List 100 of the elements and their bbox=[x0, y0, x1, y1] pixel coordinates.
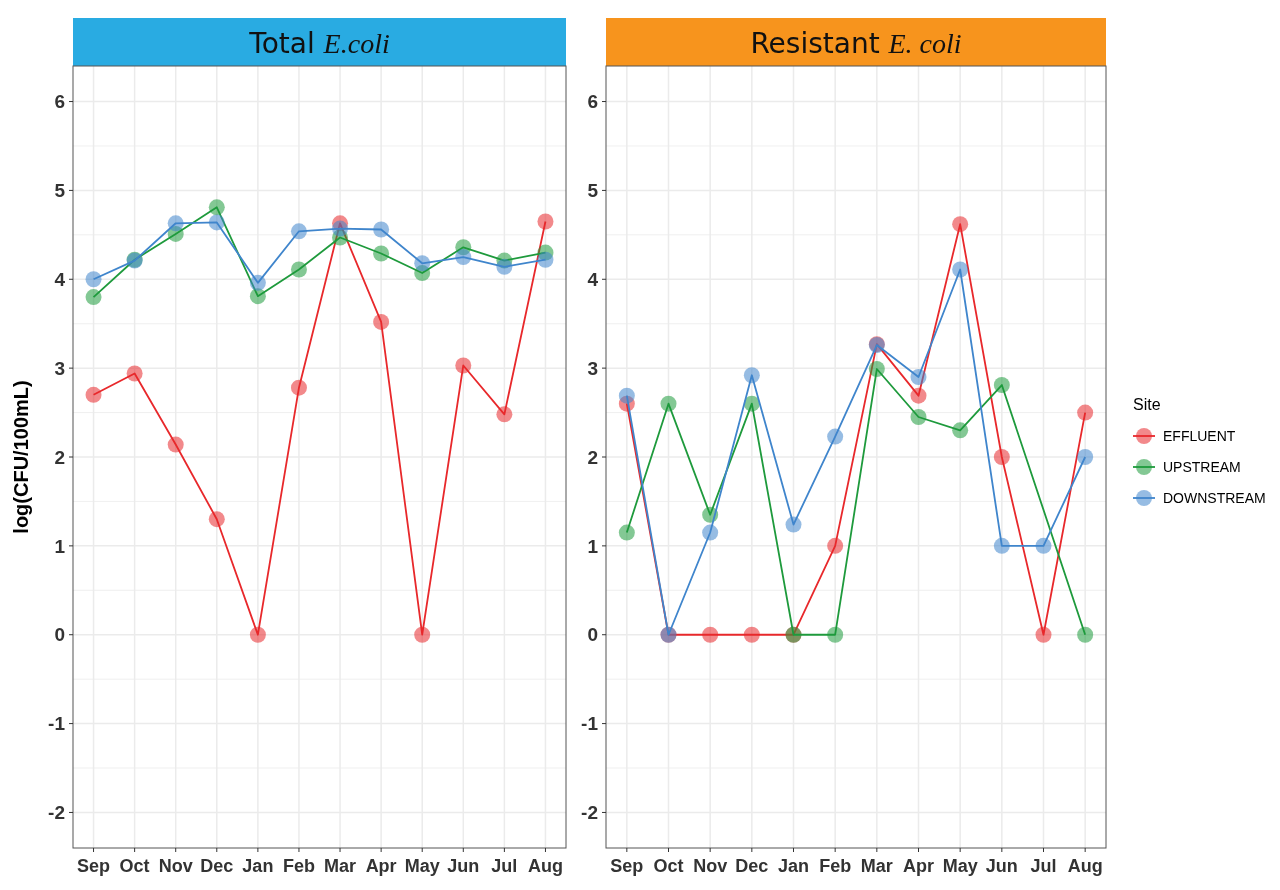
x-tick-label: Aug bbox=[527, 856, 563, 876]
point bbox=[249, 288, 266, 305]
y-tick-label: 5 bbox=[587, 180, 599, 202]
x-tick-label: Jan bbox=[777, 856, 810, 876]
point bbox=[414, 626, 431, 643]
point bbox=[702, 524, 719, 541]
x-tick-label: May bbox=[942, 856, 978, 876]
point bbox=[208, 511, 225, 528]
x-tick-label: May bbox=[404, 856, 440, 876]
point bbox=[167, 215, 184, 232]
y-tick-label: 0 bbox=[587, 624, 598, 646]
point bbox=[249, 274, 266, 291]
point bbox=[952, 261, 969, 278]
x-tick-label: Apr bbox=[903, 856, 934, 876]
x-tick-label: Nov bbox=[693, 856, 728, 876]
point bbox=[455, 357, 472, 374]
legend-label: DOWNSTREAM bbox=[1163, 489, 1266, 506]
y-tick-label: -1 bbox=[581, 713, 599, 735]
point bbox=[373, 245, 390, 262]
y-tick-label: 5 bbox=[54, 180, 66, 202]
x-tick-label: Oct bbox=[653, 856, 684, 876]
y-tick-label: 3 bbox=[54, 357, 65, 379]
y-tick-label: 6 bbox=[587, 91, 598, 113]
point bbox=[827, 626, 844, 643]
point bbox=[249, 626, 266, 643]
point bbox=[743, 626, 760, 643]
y-tick-label: 2 bbox=[54, 446, 65, 468]
point bbox=[993, 449, 1010, 465]
legend-label: UPSTREAM bbox=[1163, 458, 1241, 475]
point bbox=[373, 221, 390, 238]
x-tick-label: Oct bbox=[119, 856, 150, 876]
point bbox=[1077, 449, 1094, 465]
point bbox=[167, 436, 184, 453]
point bbox=[1035, 626, 1052, 643]
chart-title: Resistant E. coli bbox=[750, 27, 962, 60]
point bbox=[868, 361, 885, 378]
point bbox=[702, 626, 719, 643]
y-tick-label: 1 bbox=[54, 535, 66, 557]
y-tick-label: 1 bbox=[587, 535, 599, 557]
y-tick-label: -1 bbox=[48, 713, 66, 735]
point bbox=[85, 289, 102, 306]
x-tick-label: Feb bbox=[819, 856, 852, 876]
y-tick-label: 3 bbox=[587, 357, 598, 379]
point bbox=[952, 216, 969, 233]
point bbox=[993, 377, 1010, 394]
x-tick-label: Mar bbox=[860, 856, 893, 876]
x-tick-label: Mar bbox=[324, 856, 357, 876]
point bbox=[290, 261, 307, 278]
point bbox=[373, 313, 390, 330]
x-tick-label: Aug bbox=[1067, 856, 1103, 876]
point bbox=[85, 271, 102, 288]
point bbox=[743, 367, 760, 384]
y-tick-label: -2 bbox=[581, 802, 598, 824]
point bbox=[126, 365, 143, 382]
point bbox=[537, 251, 554, 268]
point bbox=[910, 387, 927, 404]
point bbox=[785, 516, 802, 533]
point bbox=[827, 537, 844, 554]
point bbox=[208, 199, 225, 216]
point bbox=[618, 387, 635, 404]
chart-title: Total E.coli bbox=[248, 27, 390, 60]
point bbox=[910, 409, 927, 426]
x-tick-label: Sep bbox=[610, 856, 644, 876]
point bbox=[290, 379, 307, 396]
x-tick-label: Nov bbox=[158, 856, 193, 876]
point bbox=[952, 422, 969, 439]
point bbox=[455, 249, 472, 266]
y-axis-title: log(CFU/100mL) bbox=[10, 380, 32, 534]
point bbox=[1035, 537, 1052, 554]
legend-label: EFFLUENT bbox=[1163, 427, 1236, 444]
x-tick-label: Dec bbox=[200, 856, 234, 876]
x-tick-label: Jun bbox=[447, 856, 480, 876]
point bbox=[827, 428, 844, 445]
point bbox=[332, 220, 349, 237]
point bbox=[1077, 626, 1094, 643]
point bbox=[208, 214, 225, 231]
point bbox=[496, 406, 513, 423]
y-tick-label: 0 bbox=[54, 624, 65, 646]
x-tick-label: Jul bbox=[491, 856, 518, 876]
point bbox=[618, 524, 635, 541]
point bbox=[290, 223, 307, 240]
point bbox=[1077, 404, 1094, 421]
x-tick-label: Dec bbox=[735, 856, 769, 876]
point bbox=[993, 537, 1010, 554]
x-tick-label: Jul bbox=[1030, 856, 1057, 876]
point bbox=[743, 395, 760, 412]
x-tick-label: Apr bbox=[365, 856, 397, 876]
x-tick-label: Jun bbox=[985, 856, 1018, 876]
y-tick-label: 6 bbox=[54, 91, 65, 113]
y-tick-label: 4 bbox=[587, 268, 599, 290]
point bbox=[537, 213, 554, 230]
point bbox=[414, 255, 431, 272]
point bbox=[85, 386, 102, 403]
point bbox=[910, 369, 927, 386]
y-tick-label: -2 bbox=[48, 802, 65, 824]
x-tick-label: Jan bbox=[242, 856, 274, 876]
x-tick-label: Feb bbox=[282, 856, 315, 876]
point bbox=[496, 258, 513, 275]
x-tick-label: Sep bbox=[77, 856, 111, 876]
legend-title: Site bbox=[1133, 396, 1161, 413]
